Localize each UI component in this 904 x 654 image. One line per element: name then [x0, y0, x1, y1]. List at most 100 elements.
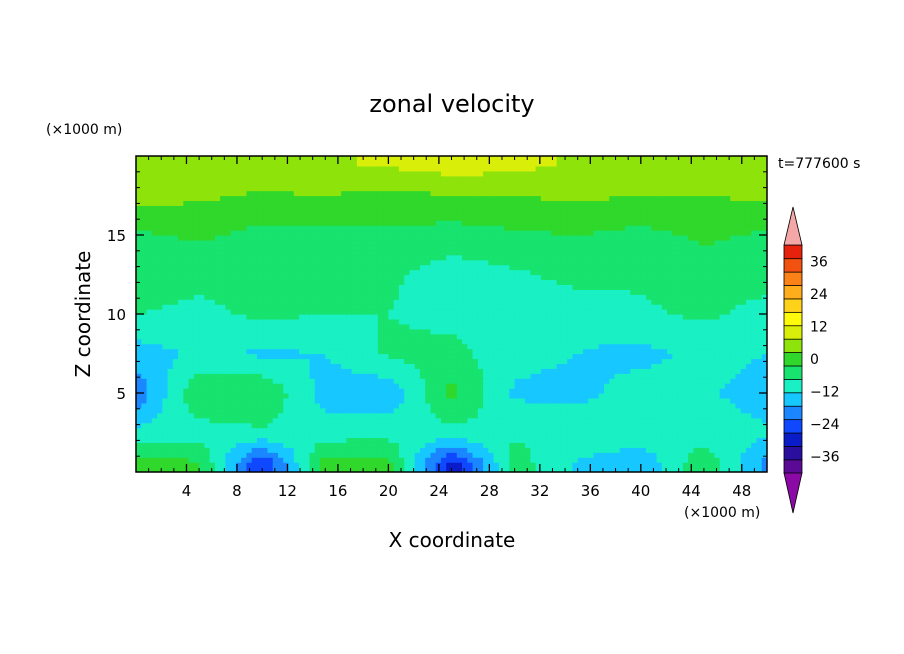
field-cell — [346, 358, 353, 364]
field-cell — [598, 333, 605, 340]
field-cell — [724, 269, 731, 276]
field-cell — [288, 304, 295, 310]
field-cell — [325, 358, 332, 364]
field-cell — [283, 417, 290, 424]
field-cell — [467, 427, 474, 434]
field-cell — [567, 338, 574, 345]
field-cell — [246, 264, 253, 271]
field-cell — [414, 318, 421, 325]
field-cell — [525, 397, 531, 404]
field-cell — [199, 338, 205, 345]
field-cell — [693, 274, 700, 281]
field-cell — [188, 457, 195, 463]
field-cell — [588, 279, 595, 285]
field-cell — [409, 378, 416, 384]
field-cell — [751, 462, 758, 468]
field-cell — [672, 457, 679, 463]
field-cell — [199, 269, 205, 276]
field-cell — [314, 363, 321, 369]
field-cell — [614, 368, 621, 374]
field-cell — [288, 383, 295, 389]
field-cell — [351, 407, 358, 414]
field-cell — [635, 417, 642, 424]
field-cell — [609, 309, 616, 315]
field-cell — [567, 343, 574, 350]
field-cell — [630, 279, 637, 285]
field-cell — [724, 333, 731, 340]
field-cell — [193, 343, 200, 350]
field-cell — [724, 442, 731, 448]
field-cell — [183, 452, 190, 458]
field-cell — [335, 393, 342, 399]
field-cell — [477, 368, 484, 374]
field-cell — [619, 422, 626, 429]
field-cell — [277, 462, 284, 468]
field-cell — [235, 318, 242, 325]
field-cell — [630, 412, 637, 419]
field-cell — [414, 348, 421, 355]
field-cell — [582, 467, 589, 472]
field-cell — [709, 353, 716, 360]
field-cell — [414, 462, 421, 468]
field-cell — [283, 269, 290, 276]
field-cell — [209, 388, 216, 394]
field-cell — [409, 323, 416, 330]
field-cell — [341, 437, 347, 443]
field-cell — [272, 333, 279, 340]
field-cell — [572, 442, 579, 448]
field-cell — [667, 353, 673, 360]
field-cell — [383, 383, 389, 389]
field-cell — [504, 388, 510, 394]
field-cell — [756, 274, 763, 281]
field-cell — [740, 437, 747, 443]
field-cell — [136, 402, 142, 409]
field-cell — [688, 353, 694, 360]
field-cell — [440, 378, 447, 384]
field-cell — [661, 432, 668, 439]
field-cell — [451, 393, 458, 399]
field-cell — [656, 284, 663, 290]
field-cell — [698, 407, 705, 414]
field-cell — [235, 437, 242, 443]
field-cell — [204, 442, 211, 448]
field-cell — [598, 299, 605, 305]
field-cell — [425, 328, 432, 335]
field-cell — [462, 274, 468, 281]
field-cell — [277, 402, 284, 409]
field-cell — [561, 452, 568, 458]
field-cell — [614, 417, 621, 424]
field-cell — [451, 452, 458, 458]
field-cell — [535, 368, 542, 374]
field-cell — [367, 407, 374, 414]
field-cell — [651, 284, 658, 290]
field-cell — [467, 397, 474, 404]
field-cell — [151, 343, 158, 350]
field-cell — [277, 442, 284, 448]
field-cell — [488, 457, 495, 463]
field-cell — [751, 412, 758, 419]
field-cell — [467, 422, 474, 429]
field-cell — [693, 358, 700, 364]
field-cell — [551, 452, 558, 458]
field-cell — [735, 323, 742, 330]
field-cell — [151, 388, 158, 394]
field-cell — [419, 467, 426, 472]
field-cell — [193, 348, 200, 355]
field-cell — [193, 383, 200, 389]
field-cell — [551, 402, 558, 409]
field-cell — [204, 343, 211, 350]
field-cell — [162, 299, 169, 305]
field-cell — [640, 432, 647, 439]
field-cell — [199, 457, 205, 463]
field-cell — [598, 383, 605, 389]
field-cell — [178, 348, 184, 355]
field-cell — [172, 328, 179, 335]
field-cell — [603, 314, 610, 320]
field-cell — [425, 407, 432, 414]
field-cell — [509, 309, 516, 315]
field-cell — [525, 417, 531, 424]
field-cell — [230, 274, 237, 281]
field-cell — [346, 447, 353, 453]
field-cell — [230, 348, 237, 355]
field-cell — [435, 299, 442, 305]
